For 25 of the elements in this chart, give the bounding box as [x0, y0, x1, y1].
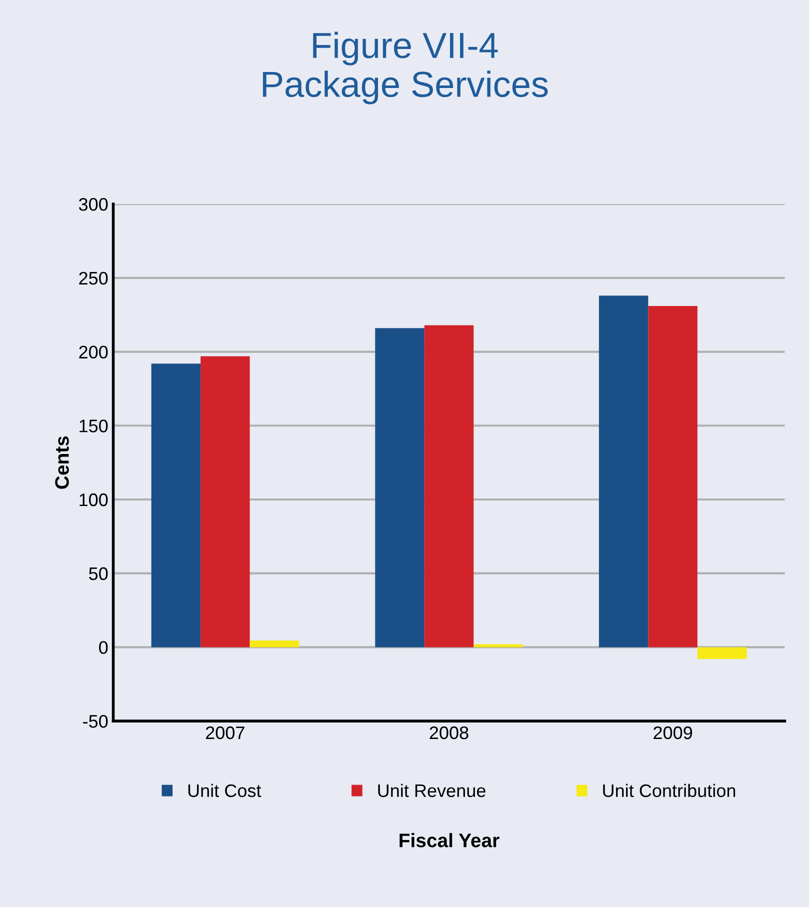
bar	[697, 647, 747, 660]
y-tick-label: 250	[79, 272, 108, 285]
bar	[200, 356, 250, 648]
bar	[424, 325, 474, 648]
legend-label: Unit Revenue	[378, 784, 486, 798]
y-axis-title: Cents	[55, 436, 69, 489]
bar	[598, 296, 648, 648]
legend-label: Unit Contribution	[603, 784, 736, 798]
y-tick-label: 100	[80, 493, 108, 506]
bar	[250, 640, 300, 648]
y-tick-label: 300	[78, 198, 108, 211]
x-tick-label: 2007	[206, 726, 244, 740]
y-tick-label: 150	[80, 420, 108, 432]
x-tick-label: 2008	[430, 726, 468, 740]
legend-label: Unit Cost	[188, 784, 262, 798]
y-tick-label: -50	[83, 715, 108, 728]
y-tick-label: 50	[89, 567, 108, 580]
bar	[648, 306, 698, 648]
y-tick-label: 0	[99, 641, 108, 654]
x-axis-title: Fiscal Year	[400, 833, 500, 848]
bar	[151, 364, 201, 648]
x-tick-label: 2009	[654, 726, 692, 740]
chart-title: Figure VII-4 Package Services	[262, 32, 548, 104]
bar	[375, 328, 424, 648]
y-tick-label: 200	[79, 346, 108, 359]
